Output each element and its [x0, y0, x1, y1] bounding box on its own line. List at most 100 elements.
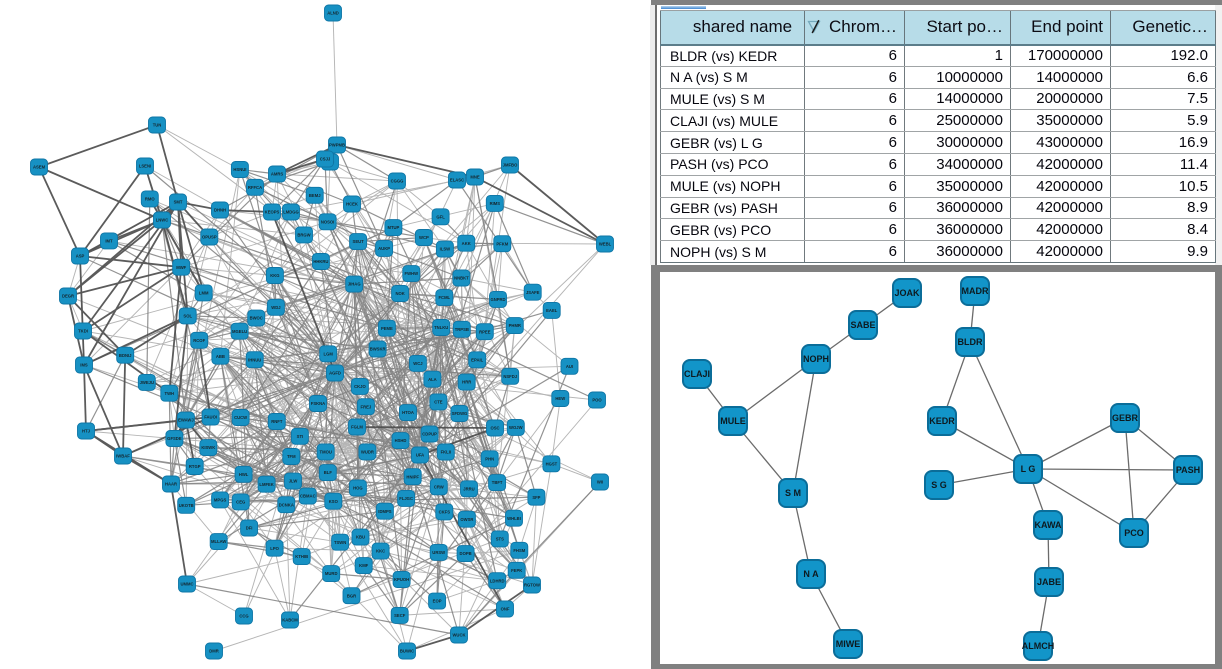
svg-text:KMF: KMF	[359, 563, 369, 568]
svg-text:SECF: SECF	[394, 613, 406, 618]
svg-text:KBU: KBU	[356, 535, 365, 540]
svg-text:FAUOI: FAUOI	[204, 415, 217, 420]
svg-text:FSKNA: FSKNA	[311, 401, 325, 406]
svg-text:NOPH: NOPH	[803, 354, 829, 364]
svg-text:ASEM: ASEM	[33, 165, 46, 170]
svg-text:MGELU: MGELU	[232, 329, 247, 334]
svg-text:GNPRD: GNPRD	[490, 297, 505, 302]
svg-text:CCG: CCG	[239, 614, 248, 619]
svg-text:CBMAC: CBMAC	[300, 494, 316, 499]
svg-text:OPUSP: OPUSP	[202, 235, 217, 240]
svg-text:HEW: HEW	[555, 396, 565, 401]
svg-text:RGTOW: RGTOW	[524, 583, 540, 588]
svg-text:TWH: TWH	[165, 391, 175, 396]
svg-text:L G: L G	[1021, 464, 1036, 474]
svg-text:ALA: ALA	[428, 377, 437, 382]
svg-text:WUCK: WUCK	[452, 633, 465, 638]
svg-text:LDHRD: LDHRD	[490, 578, 505, 583]
svg-text:TUN: TUN	[153, 123, 162, 128]
svg-text:GFL: GFL	[436, 214, 445, 219]
svg-text:AUKP: AUKP	[378, 246, 390, 251]
svg-text:LMFEK: LMFEK	[259, 482, 273, 487]
svg-text:URSW: URSW	[432, 550, 445, 555]
svg-text:HCEK: HCEK	[346, 202, 358, 207]
svg-text:HHKRU: HHKRU	[313, 259, 328, 264]
svg-text:DEGR: DEGR	[62, 294, 74, 299]
svg-text:WCJ: WCJ	[413, 361, 423, 366]
svg-text:OSC: OSC	[490, 426, 499, 431]
svg-text:DCNKA: DCNKA	[279, 502, 294, 507]
svg-text:TFM: TFM	[287, 454, 296, 459]
svg-text:NOK: NOK	[395, 291, 404, 296]
svg-text:IWBAF: IWBAF	[116, 454, 130, 459]
svg-text:AKK: AKK	[462, 241, 471, 246]
svg-text:IMT: IMT	[105, 239, 113, 244]
svg-text:PWPMB: PWPMB	[329, 143, 345, 148]
svg-text:RIMS: RIMS	[490, 201, 501, 206]
svg-text:CSJJ: CSJJ	[320, 157, 331, 162]
svg-text:UMMC: UMMC	[180, 582, 193, 587]
svg-text:KSO: KSO	[329, 499, 339, 504]
svg-text:FKLII: FKLII	[441, 450, 451, 455]
svg-text:AUI: AUI	[566, 364, 573, 369]
svg-text:SFDWG: SFDWG	[452, 411, 468, 416]
svg-text:FWHW: FWHW	[405, 271, 419, 276]
svg-text:RTGP: RTGP	[189, 464, 201, 469]
svg-text:WDJ: WDJ	[271, 305, 281, 310]
svg-text:ELASC: ELASC	[450, 178, 464, 183]
svg-text:ONF: ONF	[501, 607, 510, 612]
svg-text:KPUOH: KPUOH	[394, 577, 409, 582]
svg-text:WHLBI: WHLBI	[507, 516, 521, 521]
svg-text:TNLKU: TNLKU	[434, 325, 448, 330]
svg-text:MULE: MULE	[720, 416, 746, 426]
svg-text:SMT: SMT	[174, 200, 183, 205]
svg-text:HSHD: HSHD	[395, 438, 407, 443]
svg-text:HRR: HRR	[462, 380, 471, 385]
svg-text:CGGG: CGGG	[391, 179, 404, 184]
svg-text:KKC: KKC	[376, 549, 385, 554]
svg-text:HOG: HOG	[353, 486, 363, 491]
svg-text:SOL: SOL	[183, 314, 192, 319]
svg-text:BRGW: BRGW	[297, 233, 310, 238]
svg-text:BDNIJ: BDNIJ	[119, 353, 132, 358]
svg-text:CEG: CEG	[236, 500, 245, 505]
svg-text:BWSKR: BWSKR	[370, 347, 386, 352]
svg-text:MPGS: MPGS	[214, 498, 227, 503]
svg-text:WEBL: WEBL	[599, 242, 612, 247]
svg-text:RFFCA: RFFCA	[248, 185, 262, 190]
svg-text:KAWA: KAWA	[1035, 520, 1063, 530]
svg-text:CDPUP: CDPUP	[422, 432, 437, 437]
svg-text:KISWK: KISWK	[201, 445, 215, 450]
svg-text:HTOA: HTOA	[402, 410, 414, 415]
svg-text:HGST: HGST	[546, 461, 558, 466]
svg-text:PASH: PASH	[1176, 465, 1200, 475]
svg-text:EWAWJ: EWAWJ	[178, 418, 194, 423]
svg-text:AGFD: AGFD	[329, 371, 341, 376]
svg-text:ALMCH: ALMCH	[1022, 641, 1055, 651]
svg-text:DMR: DMR	[209, 649, 219, 654]
svg-text:GEBR: GEBR	[1112, 413, 1139, 423]
svg-text:LSENI: LSENI	[139, 164, 151, 169]
svg-text:DHNH: DHNH	[214, 208, 226, 213]
svg-text:LNWC: LNWC	[156, 218, 169, 223]
svg-text:MURD: MURD	[325, 571, 338, 576]
svg-text:UFA: UFA	[416, 453, 424, 458]
svg-text:TRPSB: TRPSB	[455, 327, 469, 332]
svg-text:WCP: WCP	[419, 235, 429, 240]
svg-text:TMOU: TMOU	[320, 450, 332, 455]
svg-text:ALND: ALND	[327, 11, 339, 16]
svg-text:FGLM: FGLM	[351, 425, 363, 430]
svg-text:CTE: CTE	[434, 400, 443, 405]
svg-text:HTJ: HTJ	[82, 429, 91, 434]
svg-text:TKDI: TKDI	[78, 329, 88, 334]
svg-text:JWEJU: JWEJU	[140, 380, 154, 385]
svg-text:TSWN: TSWN	[334, 540, 346, 545]
svg-text:RMO: RMO	[145, 197, 156, 202]
svg-text:MNE: MNE	[470, 175, 480, 180]
svg-text:EAEL: EAEL	[546, 308, 558, 313]
svg-text:MLLAW: MLLAW	[211, 539, 226, 544]
svg-text:S G: S G	[931, 480, 947, 490]
svg-text:S M: S M	[785, 488, 801, 498]
svg-text:KKG: KKG	[270, 273, 279, 278]
svg-text:PEME: PEME	[381, 326, 393, 331]
